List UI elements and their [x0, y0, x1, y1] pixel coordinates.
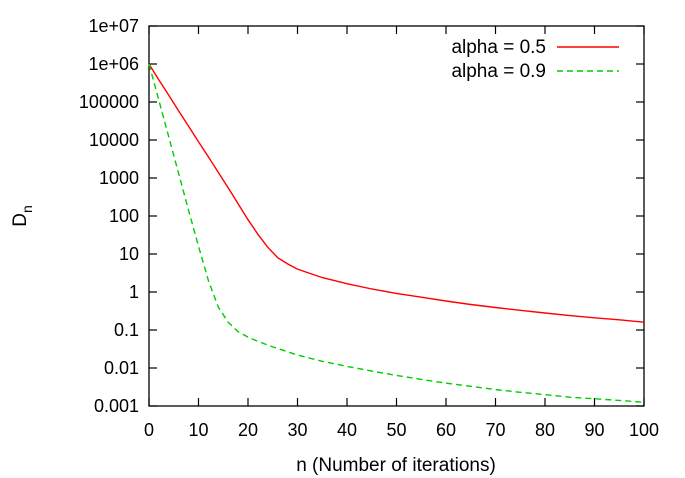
y-tick-label: 1000 [99, 168, 139, 188]
series-line-alpha-0-5 [148, 63, 645, 323]
x-tick-label: 30 [287, 420, 307, 440]
y-tick-label: 10000 [89, 130, 139, 150]
y-tick-label: 1e+07 [88, 16, 139, 36]
y-axis-label: Dn [10, 205, 35, 227]
x-tick-label: 10 [188, 420, 208, 440]
y-tick-label: 100 [109, 206, 139, 226]
legend-label: alpha = 0.9 [451, 61, 546, 82]
y-tick-label: 100000 [79, 92, 139, 112]
plot-frame [148, 25, 645, 407]
y-tick-label: 0.01 [104, 358, 139, 378]
series-line-alpha-0-9 [148, 63, 645, 403]
y-axis-label-main: D [10, 213, 31, 227]
x-tick-label: 60 [436, 420, 456, 440]
legend: alpha = 0.5 alpha = 0.9 [451, 37, 619, 82]
series-layer [148, 63, 645, 403]
y-tick-label: 10 [119, 244, 139, 264]
x-axis-label: n (Number of iterations) [296, 455, 496, 476]
x-tick-label: 0 [144, 420, 154, 440]
y-axis-label-subscript: n [19, 205, 35, 213]
y-axis: 1e+07 1e+06 100000 10000 1000 100 10 1 0.1 0.01 0.… [79, 16, 644, 416]
y-tick-label: 0.1 [114, 320, 139, 340]
x-tick-label: 50 [386, 420, 406, 440]
y-tick-label: 1 [129, 282, 139, 302]
x-tick-label: 20 [238, 420, 258, 440]
x-tick-label: 100 [629, 420, 659, 440]
x-tick-label: 80 [535, 420, 555, 440]
x-tick-label: 70 [485, 420, 505, 440]
y-tick-label: 1e+06 [88, 54, 139, 74]
legend-label: alpha = 0.5 [451, 37, 546, 58]
x-axis: 0 10 20 30 40 50 60 70 80 90 100 [144, 26, 659, 440]
x-tick-label: 90 [584, 420, 604, 440]
x-tick-label: 40 [337, 420, 357, 440]
y-tick-label: 0.001 [94, 396, 139, 416]
